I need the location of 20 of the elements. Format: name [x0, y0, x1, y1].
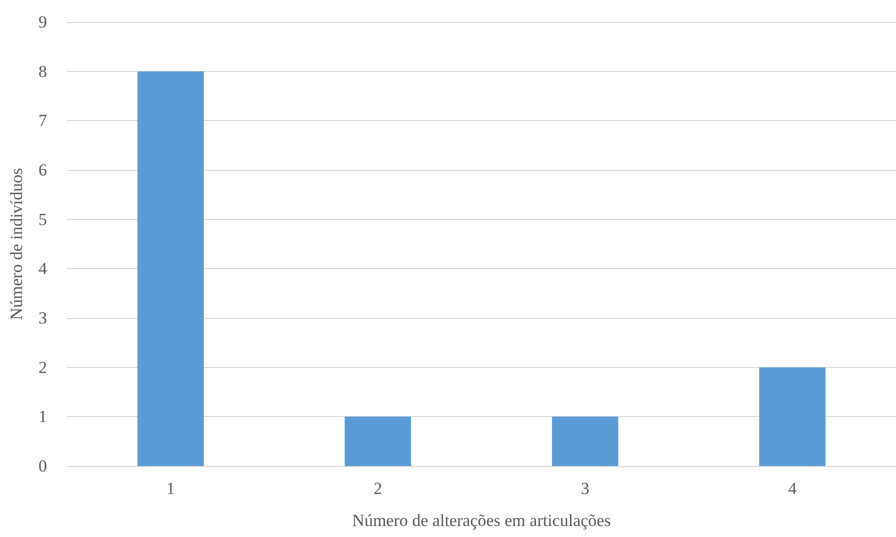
- y-tick-label: 6: [38, 160, 47, 180]
- x-tick-label: 2: [374, 479, 382, 498]
- y-tick-label: 9: [38, 12, 47, 32]
- y-tick-label: 0: [38, 456, 47, 476]
- bar: [344, 416, 412, 466]
- y-tick-label: 4: [38, 259, 48, 278]
- bar: [552, 416, 618, 466]
- y-tick-label: 2: [38, 358, 47, 377]
- y-tick-label: 3: [38, 308, 47, 328]
- x-axis-title: Número de alterações em articulações: [352, 511, 611, 530]
- y-tick-label: 1: [38, 407, 47, 426]
- bar: [759, 367, 826, 466]
- x-tick-label: 1: [166, 479, 175, 498]
- y-axis-title: Número de indivíduos: [7, 168, 26, 320]
- x-tick-label: 4: [788, 479, 798, 498]
- bar: [137, 71, 204, 466]
- y-tick-label: 5: [38, 210, 47, 229]
- x-tick-label: 3: [580, 479, 590, 498]
- y-tick-label: 7: [38, 111, 48, 130]
- y-tick-label: 8: [38, 62, 47, 81]
